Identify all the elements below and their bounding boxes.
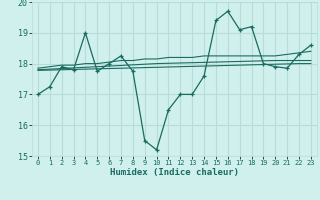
X-axis label: Humidex (Indice chaleur): Humidex (Indice chaleur) bbox=[110, 168, 239, 177]
